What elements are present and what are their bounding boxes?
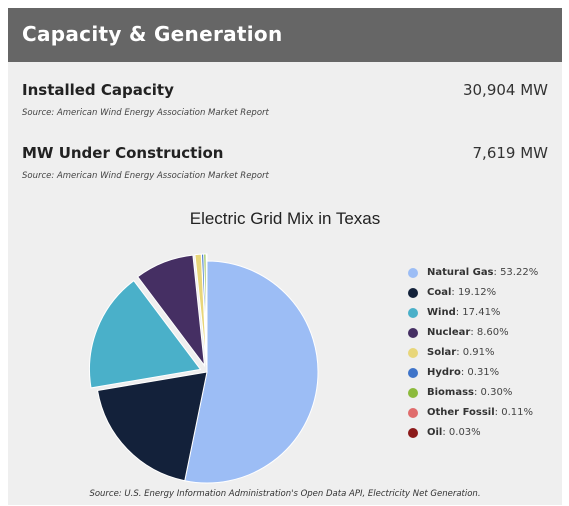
legend-value: : 17.41% [455, 307, 501, 318]
legend-swatch [408, 388, 418, 398]
legend-label: Wind: 17.41% [427, 307, 501, 318]
legend-item-nuclear[interactable]: Nuclear: 8.60% [408, 326, 568, 342]
card-header: Capacity & Generation [8, 8, 562, 62]
legend-value: : 19.12% [451, 287, 497, 298]
capacity-generation-card: Capacity & Generation Installed Capacity… [8, 8, 562, 505]
legend-swatch [408, 368, 418, 378]
legend-value: : 53.22% [493, 267, 539, 278]
legend-label: Biomass: 0.30% [427, 387, 513, 398]
pie-slice-coal[interactable] [96, 371, 208, 482]
legend-swatch [408, 408, 418, 418]
legend-item-natural-gas[interactable]: Natural Gas: 53.22% [408, 266, 568, 282]
legend-value: : 0.30% [474, 387, 513, 398]
under-construction-source: Source: American Wind Energy Association… [22, 171, 269, 181]
grid-mix-pie-chart [89, 253, 319, 484]
legend-item-oil[interactable]: Oil: 0.03% [408, 426, 568, 442]
legend-swatch [408, 288, 418, 298]
installed-capacity-source: Source: American Wind Energy Association… [22, 108, 269, 118]
legend-swatch [408, 328, 418, 338]
legend-swatch [408, 348, 418, 358]
under-construction-value: 7,619 MW [472, 144, 548, 162]
legend-value: : 8.60% [470, 327, 509, 338]
under-construction-label: MW Under Construction [22, 144, 224, 162]
legend-swatch [408, 308, 418, 318]
legend-label: Solar: 0.91% [427, 347, 495, 358]
installed-capacity-value: 30,904 MW [462, 81, 548, 99]
legend-item-wind[interactable]: Wind: 17.41% [408, 306, 568, 322]
legend-swatch [408, 268, 418, 278]
pie-slice-natural-gas[interactable] [184, 260, 319, 484]
legend-label: Oil: 0.03% [427, 427, 481, 438]
pie-slice-nuclear[interactable] [137, 254, 206, 368]
legend-item-hydro[interactable]: Hydro: 0.31% [408, 366, 568, 382]
legend-item-other-fossil[interactable]: Other Fossil: 0.11% [408, 406, 568, 422]
legend-value: : 0.91% [456, 347, 495, 358]
legend-item-biomass[interactable]: Biomass: 0.30% [408, 386, 568, 402]
legend-value: : 0.11% [494, 407, 533, 418]
chart-title: Electric Grid Mix in Texas [189, 209, 381, 228]
legend-value: : 0.31% [460, 367, 500, 378]
card-title: Capacity & Generation [22, 22, 283, 46]
legend-label: Natural Gas: 53.22% [427, 267, 539, 278]
legend-label: Hydro: 0.31% [427, 367, 500, 378]
legend-swatch [408, 428, 418, 438]
legend-value: : 0.03% [442, 427, 481, 438]
pie-slice-wind[interactable] [89, 279, 202, 389]
legend-item-solar[interactable]: Solar: 0.91% [408, 346, 568, 362]
legend-label: Other Fossil: 0.11% [427, 407, 533, 418]
legend-item-coal[interactable]: Coal: 19.12% [408, 286, 568, 302]
legend-label: Nuclear: 8.60% [427, 327, 509, 338]
legend-label: Coal: 19.12% [427, 287, 497, 298]
installed-capacity-label: Installed Capacity [22, 81, 174, 99]
chart-source: Source: U.S. Energy Information Administ… [89, 489, 481, 499]
